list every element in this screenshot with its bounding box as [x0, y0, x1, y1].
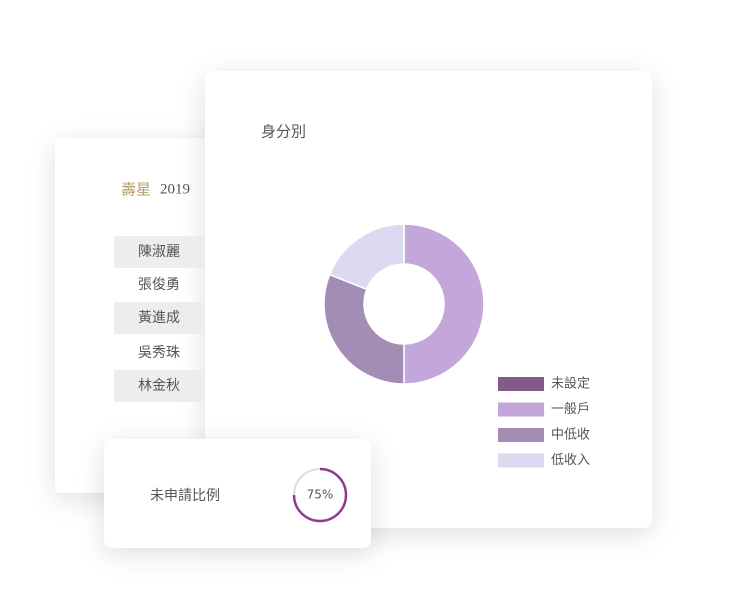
name-row-bg	[114, 370, 206, 402]
legend-swatch	[498, 402, 544, 417]
gauge-arc	[292, 467, 348, 523]
legend-swatch	[498, 428, 544, 442]
legend-label: 未設定	[551, 376, 590, 392]
legend-label: 一般戶	[551, 401, 590, 417]
legend-swatch	[498, 377, 544, 391]
legend-swatch	[498, 453, 544, 468]
donut-segment	[328, 223, 405, 291]
ratio-label: 未申請比例	[150, 488, 220, 504]
legend-label: 低收入	[551, 453, 590, 468]
donut-segment	[323, 273, 405, 385]
name: 陳淑麗	[138, 244, 180, 260]
birthday-year: 2019	[160, 181, 190, 197]
name: 吳秀珠	[138, 345, 180, 361]
ratio-card	[104, 439, 371, 548]
name-row-bg	[114, 236, 206, 268]
name: 林金秋	[138, 378, 180, 394]
legend-label: 中低收	[551, 428, 590, 443]
birthday-label: 壽星	[121, 181, 151, 199]
name: 黃進成	[138, 310, 180, 326]
name: 張俊勇	[138, 277, 180, 293]
donut-segment	[403, 223, 485, 385]
chart-title: 身分別	[261, 123, 306, 141]
name-row-bg	[114, 302, 206, 334]
gauge-value: 75%	[307, 488, 334, 502]
